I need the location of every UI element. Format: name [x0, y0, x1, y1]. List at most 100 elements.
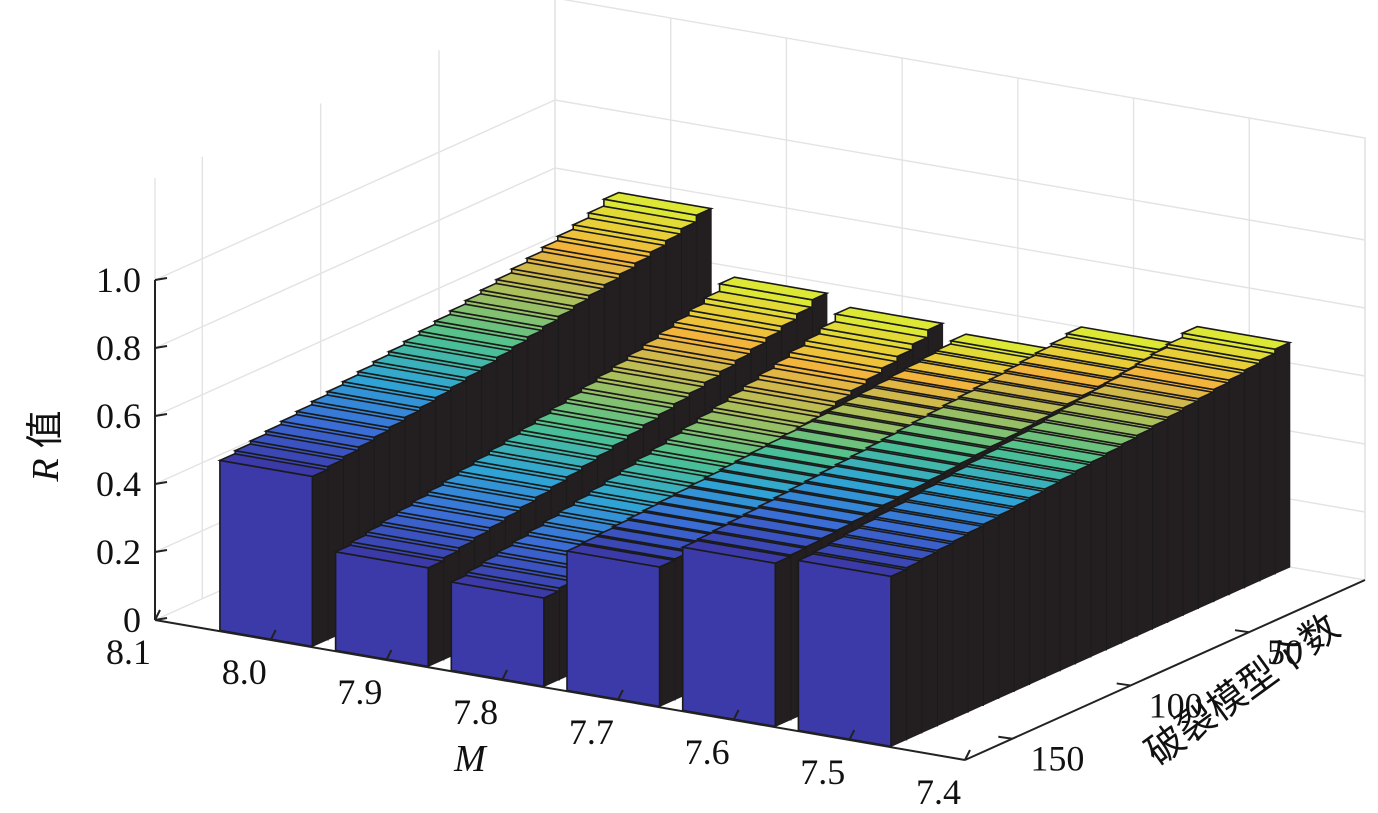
bar-top [1048, 336, 1162, 361]
z-tick-label: 150 [1030, 739, 1084, 779]
bar-top [670, 314, 784, 339]
bar-top [401, 333, 515, 359]
bar-top [447, 303, 561, 328]
y-axis-var: R [25, 458, 67, 482]
bar-top [593, 369, 707, 395]
bar-top [1087, 384, 1201, 409]
bar-top [964, 456, 1078, 482]
bar-top [340, 374, 453, 399]
bar-top [725, 389, 838, 414]
bar-top [1033, 345, 1147, 370]
bar-side [1136, 428, 1152, 637]
bar-top [879, 431, 993, 457]
bar-side [427, 560, 444, 668]
bar-top [493, 272, 607, 297]
bar-top [710, 523, 824, 548]
y-tick-label: 0.2 [96, 532, 141, 572]
bar-top [895, 423, 1008, 448]
bar-side [1228, 372, 1245, 596]
bar-top [564, 543, 678, 568]
bar-top [263, 423, 377, 448]
bar-top [980, 447, 1093, 473]
bar-top [925, 406, 1039, 431]
bar-top [394, 504, 508, 529]
bar-top [309, 394, 423, 419]
bar-side [1013, 499, 1030, 692]
bar-side [921, 551, 937, 734]
bar-side [1074, 463, 1091, 665]
bar-series [217, 191, 1293, 748]
bar-top [1002, 363, 1116, 388]
x-tick [154, 609, 161, 621]
bar-top [247, 433, 361, 458]
bar-top [440, 473, 554, 499]
x-tick [616, 689, 624, 701]
bar-top [555, 228, 668, 254]
bar-side [1259, 352, 1275, 582]
bar-top [848, 448, 962, 473]
bar-top [1010, 429, 1124, 455]
bar-top [857, 518, 970, 543]
bar-top [1148, 346, 1262, 372]
bar-top [1056, 402, 1170, 428]
bar-top [532, 412, 646, 437]
bar-top [217, 452, 330, 478]
bar-side [890, 569, 907, 748]
bar-side [1213, 382, 1229, 603]
bar-side [967, 525, 984, 713]
bar-side [936, 543, 953, 727]
y-tick [154, 277, 168, 281]
x-tick-label: 7.8 [453, 692, 498, 732]
bar-side [1243, 362, 1260, 589]
z-tick-label: 50 [1267, 632, 1303, 672]
bar-top [462, 292, 576, 318]
bar-top [741, 506, 855, 532]
bar-top [1179, 325, 1293, 351]
y-tick [154, 345, 168, 349]
x-tick [269, 629, 277, 641]
bar-top [464, 564, 577, 589]
bar-top [524, 250, 638, 276]
bar-top [547, 401, 661, 427]
bar-top [517, 422, 630, 447]
bar-top [1072, 393, 1186, 419]
bar-top [795, 552, 909, 578]
x-tick [964, 749, 971, 761]
bar-top [409, 494, 523, 519]
y-tick [154, 617, 168, 621]
y-tick-label: 0.6 [96, 396, 141, 436]
bar-top [386, 344, 499, 369]
bar-top [1164, 336, 1278, 362]
bar-top [740, 378, 854, 403]
bar-top [903, 491, 1017, 517]
bar-top [508, 261, 622, 286]
bar-side [311, 469, 328, 648]
y-axis-title: R值 [25, 410, 67, 482]
bar-top [826, 535, 940, 560]
bar-side [1151, 419, 1168, 630]
grid-line [562, 0, 1366, 580]
bar-top [332, 544, 446, 569]
x-tick-label: 7.6 [685, 732, 730, 772]
bar-top [363, 524, 477, 549]
bar-top [949, 465, 1063, 490]
bar-top [841, 526, 955, 552]
bar-side [998, 508, 1014, 699]
y-axis-unit: 值 [25, 410, 67, 448]
bar-top [987, 371, 1101, 397]
bar [797, 559, 892, 748]
bar-top [833, 456, 947, 482]
bar-top [455, 463, 569, 489]
bar-side [1059, 472, 1076, 672]
bar-top [933, 474, 1047, 499]
bar-side [1274, 341, 1291, 575]
bar-top [501, 432, 615, 458]
bar-top [941, 397, 1054, 423]
x-tick [848, 729, 856, 741]
bar-top [679, 539, 793, 565]
bar-top [786, 344, 900, 370]
z-tick [1234, 629, 1250, 634]
bar-top [563, 391, 677, 416]
x-tick-label: 7.4 [916, 772, 961, 812]
bar-top [578, 380, 692, 405]
